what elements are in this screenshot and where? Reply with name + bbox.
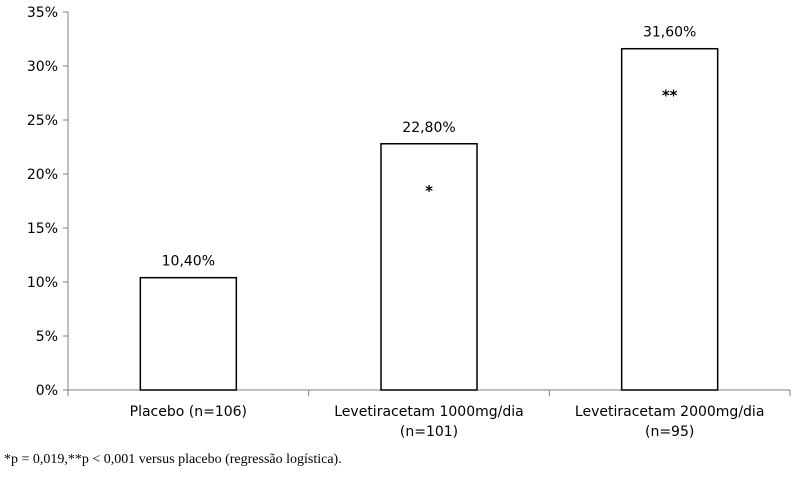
data-label: 22,80% bbox=[402, 120, 455, 136]
x-category-label: (n=95) bbox=[645, 424, 694, 440]
y-tick-label: 10% bbox=[27, 275, 58, 291]
labels: 10,40% Placebo (n=106) 22,80% * Levetiraceta… bbox=[130, 25, 765, 440]
data-label: 31,60% bbox=[643, 25, 696, 41]
x-category-label: Levetiracetam 1000mg/dia bbox=[334, 404, 523, 420]
y-tick-label: 25% bbox=[27, 113, 58, 129]
bar bbox=[620, 47, 719, 391]
y-tick-label: 20% bbox=[27, 167, 58, 183]
significance-marker: * bbox=[425, 182, 433, 200]
data-label: 10,40% bbox=[162, 254, 215, 270]
x-category-label: Placebo (n=106) bbox=[130, 404, 247, 420]
x-category-label: (n=101) bbox=[400, 424, 458, 440]
bar-chart: 0% 5% 10% 15% 20% 25% 30% 35% 10,40% Placebo (n=… bbox=[27, 5, 791, 440]
bar bbox=[380, 143, 478, 391]
significance-marker: ** bbox=[662, 87, 678, 105]
x-category-label: Levetiracetam 2000mg/dia bbox=[575, 404, 764, 420]
y-tick-label: 30% bbox=[27, 59, 58, 75]
bar bbox=[139, 276, 238, 391]
footnote: *p = 0,019,**p < 0,001 versus placebo (r… bbox=[4, 452, 342, 467]
y-tick-label: 0% bbox=[36, 383, 58, 399]
bars bbox=[139, 47, 719, 391]
y-tick-label: 15% bbox=[27, 221, 58, 237]
y-tick-label: 5% bbox=[36, 329, 58, 345]
y-tick-label: 35% bbox=[27, 5, 58, 21]
